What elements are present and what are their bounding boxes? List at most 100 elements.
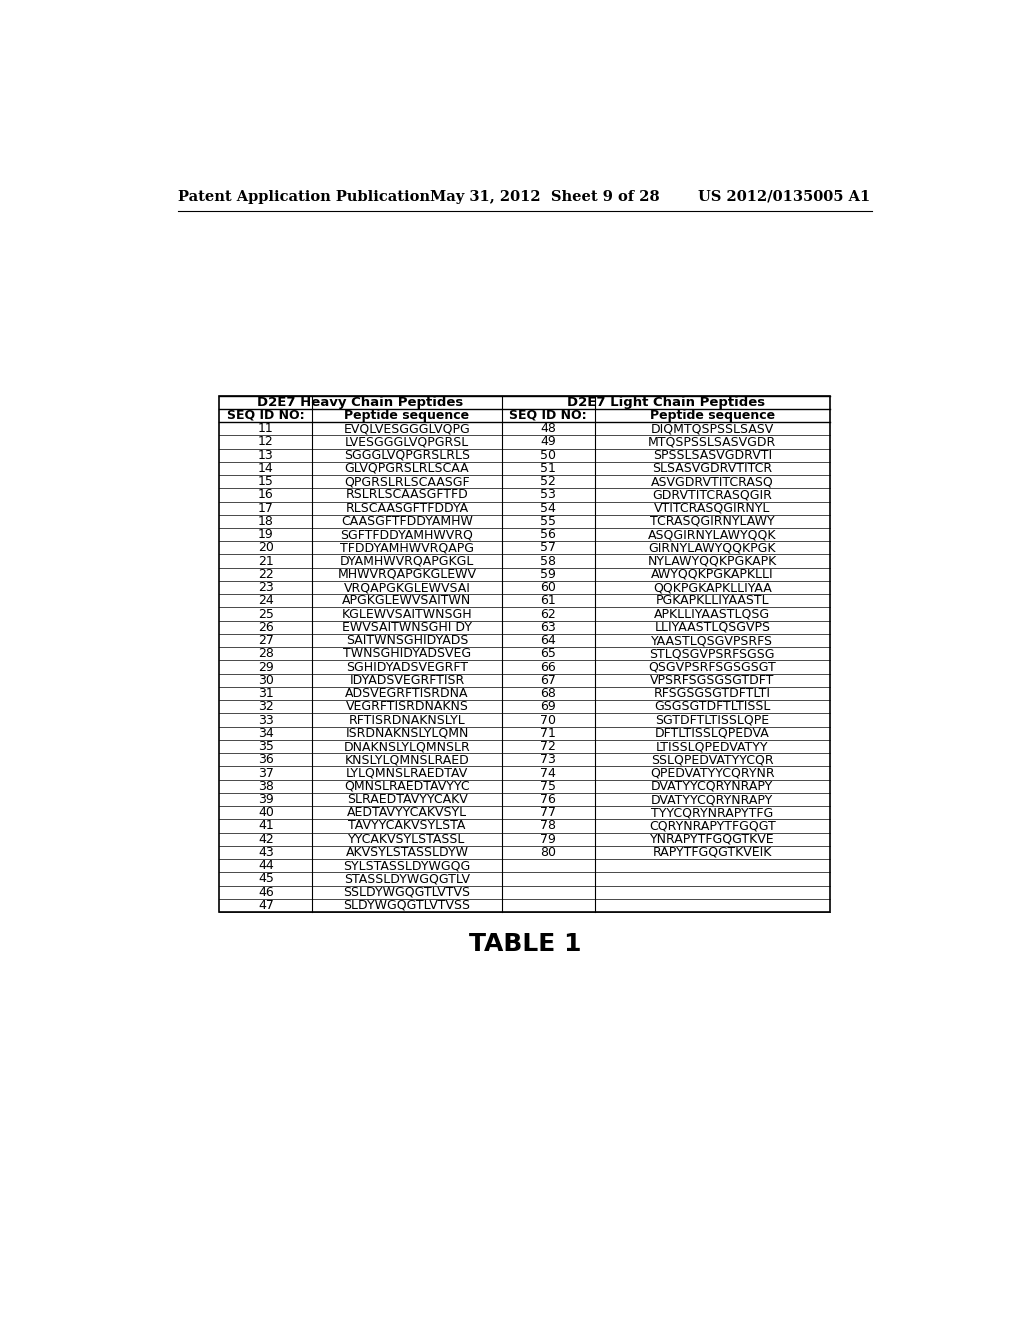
Text: GDRVTITCRASQGIR: GDRVTITCRASQGIR (652, 488, 772, 502)
Text: EWVSAITWNSGHI DY: EWVSAITWNSGHI DY (342, 620, 472, 634)
Text: 32: 32 (258, 701, 273, 713)
Text: APKLLIYAASTLQSG: APKLLIYAASTLQSG (654, 607, 770, 620)
Text: 21: 21 (258, 554, 273, 568)
Text: 14: 14 (258, 462, 273, 475)
Text: 35: 35 (258, 741, 273, 752)
Text: 28: 28 (258, 647, 273, 660)
Text: D2E7 Heavy Chain Peptides: D2E7 Heavy Chain Peptides (257, 396, 464, 409)
Text: KGLEWVSAITWNSGH: KGLEWVSAITWNSGH (342, 607, 472, 620)
Text: LLIYAASTLQSGVPS: LLIYAASTLQSGVPS (654, 620, 770, 634)
Text: YYCAKVSYLSTASSL: YYCAKVSYLSTASSL (348, 833, 466, 846)
Text: TWNSGHIDYADSVEG: TWNSGHIDYADSVEG (343, 647, 471, 660)
Text: 41: 41 (258, 820, 273, 833)
Text: SGTDFTLTISSLQPE: SGTDFTLTISSLQPE (655, 714, 769, 726)
Text: 70: 70 (540, 714, 556, 726)
Text: 45: 45 (258, 873, 273, 886)
Text: CAASGFTFDDYAMHW: CAASGFTFDDYAMHW (341, 515, 473, 528)
Text: DVATYYCQRYNRAPY: DVATYYCQRYNRAPY (651, 793, 773, 807)
Text: 57: 57 (540, 541, 556, 554)
Text: 33: 33 (258, 714, 273, 726)
Text: DIQMTQSPSSLSASV: DIQMTQSPSSLSASV (650, 422, 774, 436)
Text: 52: 52 (540, 475, 556, 488)
Text: D2E7 Light Chain Peptides: D2E7 Light Chain Peptides (567, 396, 765, 409)
Text: 20: 20 (258, 541, 273, 554)
Text: 62: 62 (541, 607, 556, 620)
Text: ASQGIRNYLAWYQQK: ASQGIRNYLAWYQQK (648, 528, 776, 541)
Text: 54: 54 (540, 502, 556, 515)
Text: QMNSLRAEDTAVYYC: QMNSLRAEDTAVYYC (344, 780, 470, 793)
Text: TAVYYCAKVSYLSTA: TAVYYCAKVSYLSTA (348, 820, 466, 833)
Text: RAPYTFGQGTKVEIK: RAPYTFGQGTKVEIK (652, 846, 772, 859)
Text: 15: 15 (258, 475, 273, 488)
Text: LVESGGGLVQPGRSL: LVESGGGLVQPGRSL (345, 436, 469, 449)
Text: SLSASVGDRVTITCR: SLSASVGDRVTITCR (652, 462, 772, 475)
Text: RFTISRDNAKNSLYL: RFTISRDNAKNSLYL (348, 714, 465, 726)
Text: 22: 22 (258, 568, 273, 581)
Text: 80: 80 (540, 846, 556, 859)
Text: KNSLYLQMNSLRAED: KNSLYLQMNSLRAED (345, 754, 469, 767)
Text: 27: 27 (258, 634, 273, 647)
Text: Peptide sequence: Peptide sequence (650, 409, 775, 422)
Text: 58: 58 (540, 554, 556, 568)
Text: 25: 25 (258, 607, 273, 620)
Text: 44: 44 (258, 859, 273, 873)
Text: 71: 71 (540, 727, 556, 739)
Text: 77: 77 (540, 807, 556, 820)
Text: SSLDYWGQGTLVTVS: SSLDYWGQGTLVTVS (343, 886, 470, 899)
Text: May 31, 2012  Sheet 9 of 28: May 31, 2012 Sheet 9 of 28 (430, 190, 659, 203)
Text: 60: 60 (540, 581, 556, 594)
Text: TFDDYAMHWVRQAPG: TFDDYAMHWVRQAPG (340, 541, 474, 554)
Text: 65: 65 (540, 647, 556, 660)
Text: SGHIDYADSVEGRFT: SGHIDYADSVEGRFT (346, 660, 468, 673)
Text: APGKGLEWVSAITWN: APGKGLEWVSAITWN (342, 594, 472, 607)
Text: US 2012/0135005 A1: US 2012/0135005 A1 (697, 190, 869, 203)
Text: 55: 55 (540, 515, 556, 528)
Text: TYYCQRYNRAPYTFG: TYYCQRYNRAPYTFG (651, 807, 773, 820)
Text: SLDYWGQGTLVTVSS: SLDYWGQGTLVTVSS (343, 899, 470, 912)
Text: 78: 78 (540, 820, 556, 833)
Text: 31: 31 (258, 686, 273, 700)
Text: SLRAEDTAVYYCAKV: SLRAEDTAVYYCAKV (347, 793, 467, 807)
Text: 64: 64 (541, 634, 556, 647)
Text: 11: 11 (258, 422, 273, 436)
Text: TABLE 1: TABLE 1 (469, 932, 581, 957)
Text: RFSGSGSGTDFTLTI: RFSGSGSGTDFTLTI (654, 686, 771, 700)
Text: 39: 39 (258, 793, 273, 807)
Text: AWYQQKPGKAPKLLI: AWYQQKPGKAPKLLI (651, 568, 774, 581)
Text: 67: 67 (540, 673, 556, 686)
Text: 68: 68 (540, 686, 556, 700)
Text: YAASTLQSGVPSRFS: YAASTLQSGVPSRFS (651, 634, 773, 647)
Text: 72: 72 (540, 741, 556, 752)
Text: 63: 63 (541, 620, 556, 634)
Text: 75: 75 (540, 780, 556, 793)
Text: 49: 49 (541, 436, 556, 449)
Text: AEDTAVYYCAKVSYL: AEDTAVYYCAKVSYL (347, 807, 467, 820)
Text: MHWVRQAPGKGLEWV: MHWVRQAPGKGLEWV (338, 568, 476, 581)
Text: 19: 19 (258, 528, 273, 541)
Text: VTITCRASQGIRNYL: VTITCRASQGIRNYL (654, 502, 770, 515)
Text: 48: 48 (540, 422, 556, 436)
Text: GSGSGTDFTLTISSL: GSGSGTDFTLTISSL (654, 701, 770, 713)
Text: SPSSLSASVGDRVTI: SPSSLSASVGDRVTI (652, 449, 772, 462)
Text: 66: 66 (541, 660, 556, 673)
Text: DYAMHWVRQAPGKGL: DYAMHWVRQAPGKGL (340, 554, 474, 568)
Text: CQRYNRAPYTFGQGT: CQRYNRAPYTFGQGT (649, 820, 776, 833)
Text: 30: 30 (258, 673, 273, 686)
Text: ASVGDRVTITCRASQ: ASVGDRVTITCRASQ (651, 475, 774, 488)
Text: 74: 74 (540, 767, 556, 780)
Text: IDYADSVEGRFTISR: IDYADSVEGRFTISR (349, 673, 465, 686)
Text: 79: 79 (540, 833, 556, 846)
Text: 59: 59 (540, 568, 556, 581)
Text: 23: 23 (258, 581, 273, 594)
Text: GLVQPGRSLRLSCAA: GLVQPGRSLRLSCAA (345, 462, 469, 475)
Text: 40: 40 (258, 807, 273, 820)
Text: EVQLVESGGGLVQPG: EVQLVESGGGLVQPG (344, 422, 470, 436)
Text: STASSLDYWGQGTLV: STASSLDYWGQGTLV (344, 873, 470, 886)
Text: DVATYYCQRYNRAPY: DVATYYCQRYNRAPY (651, 780, 773, 793)
Text: SEQ ID NO:: SEQ ID NO: (509, 409, 587, 422)
Text: 16: 16 (258, 488, 273, 502)
Text: DNAKNSLYLQMNSLR: DNAKNSLYLQMNSLR (344, 741, 470, 752)
Text: DFTLTISSLQPEDVA: DFTLTISSLQPEDVA (655, 727, 770, 739)
Text: 24: 24 (258, 594, 273, 607)
Bar (219, 396, 830, 912)
